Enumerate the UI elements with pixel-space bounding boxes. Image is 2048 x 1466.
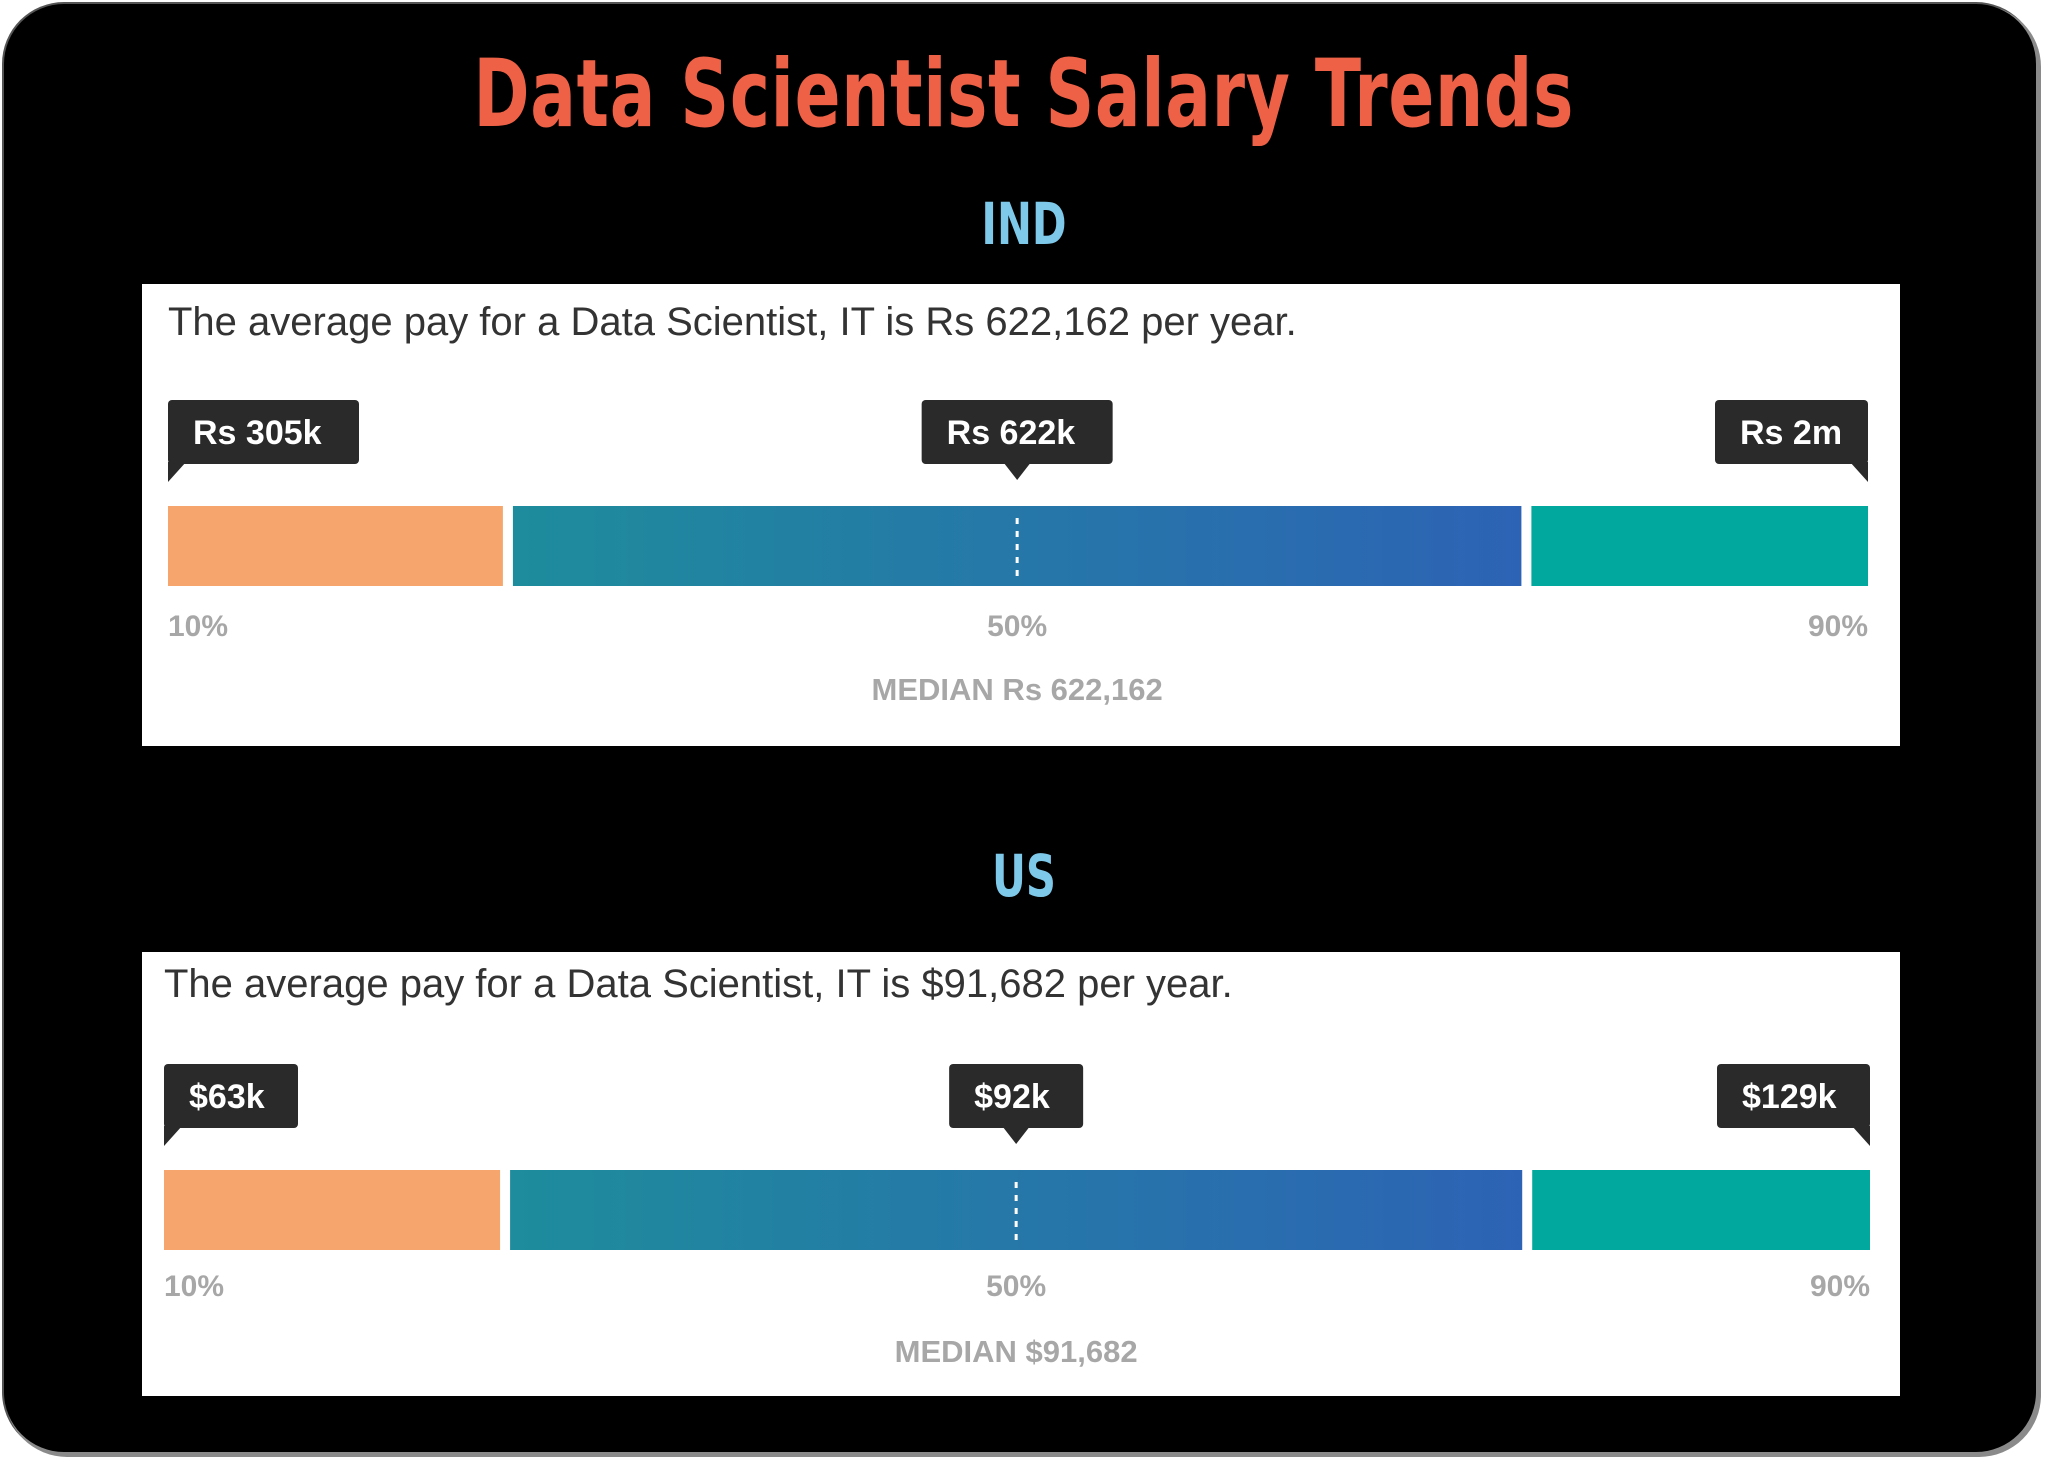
percentile-label: 90% (1810, 1270, 1870, 1303)
tooltip-pointer (1850, 462, 1868, 482)
tooltip-value: $129k (1742, 1078, 1837, 1116)
tooltip-box (1715, 400, 1868, 464)
page-title: Data Scientist Salary Trends (473, 40, 1575, 149)
tooltip-box (921, 400, 1113, 464)
tooltip-value: Rs 622k (947, 414, 1076, 452)
tooltip-pointer (1003, 462, 1032, 480)
salary-panel-us: The average pay for a Data Scientist, IT… (142, 952, 1900, 1396)
value-tooltip-10pct: $63k (164, 1064, 298, 1146)
summary-text: The average pay for a Data Scientist, IT… (164, 962, 1233, 1006)
country-label-us: US (992, 842, 1056, 910)
tooltip-box (1717, 1064, 1870, 1128)
tooltip-box (949, 1064, 1084, 1128)
salary-panel-ind: The average pay for a Data Scientist, IT… (142, 284, 1900, 746)
tooltip-value: Rs 2m (1740, 414, 1842, 452)
tooltip-pointer (1852, 1126, 1870, 1146)
tooltip-box (168, 400, 359, 464)
summary-text: The average pay for a Data Scientist, IT… (168, 300, 1297, 344)
country-label-ind: IND (981, 190, 1067, 258)
percentile-label: 50% (986, 1270, 1046, 1303)
value-tooltip-50pct: Rs 622k (921, 400, 1113, 480)
tooltip-value: Rs 305k (193, 414, 322, 452)
bar-segment-low (164, 1170, 501, 1250)
value-tooltip-90pct: Rs 2m (1715, 400, 1868, 482)
tooltip-value: $92k (974, 1078, 1050, 1116)
percentile-label: 10% (168, 610, 228, 643)
value-tooltip-50pct: $92k (949, 1064, 1084, 1144)
value-tooltip-90pct: $129k (1717, 1064, 1870, 1146)
bar-segment-low (168, 506, 503, 586)
tooltip-value: $63k (189, 1078, 265, 1116)
value-tooltip-10pct: Rs 305k (168, 400, 359, 482)
tooltip-box (164, 1064, 298, 1128)
tooltip-pointer (164, 1126, 182, 1146)
tooltip-pointer (1002, 1126, 1031, 1144)
bar-segment-high (1531, 506, 1868, 586)
tooltip-pointer (168, 462, 186, 482)
salary-range-chart: $63k $92k $129k 10% 50% 90% MEDIAN $91,682 (164, 1064, 1870, 1369)
median-label: MEDIAN Rs 622,162 (872, 672, 1163, 707)
bar-segment-high (1532, 1170, 1870, 1250)
percentile-label: 50% (987, 610, 1047, 643)
salary-range-chart: Rs 305k Rs 622k Rs 2m 10% 50% 90% MEDIAN Rs 62… (168, 400, 1868, 707)
percentile-label: 90% (1808, 610, 1868, 643)
median-label: MEDIAN $91,682 (895, 1334, 1138, 1369)
percentile-label: 10% (164, 1270, 224, 1303)
